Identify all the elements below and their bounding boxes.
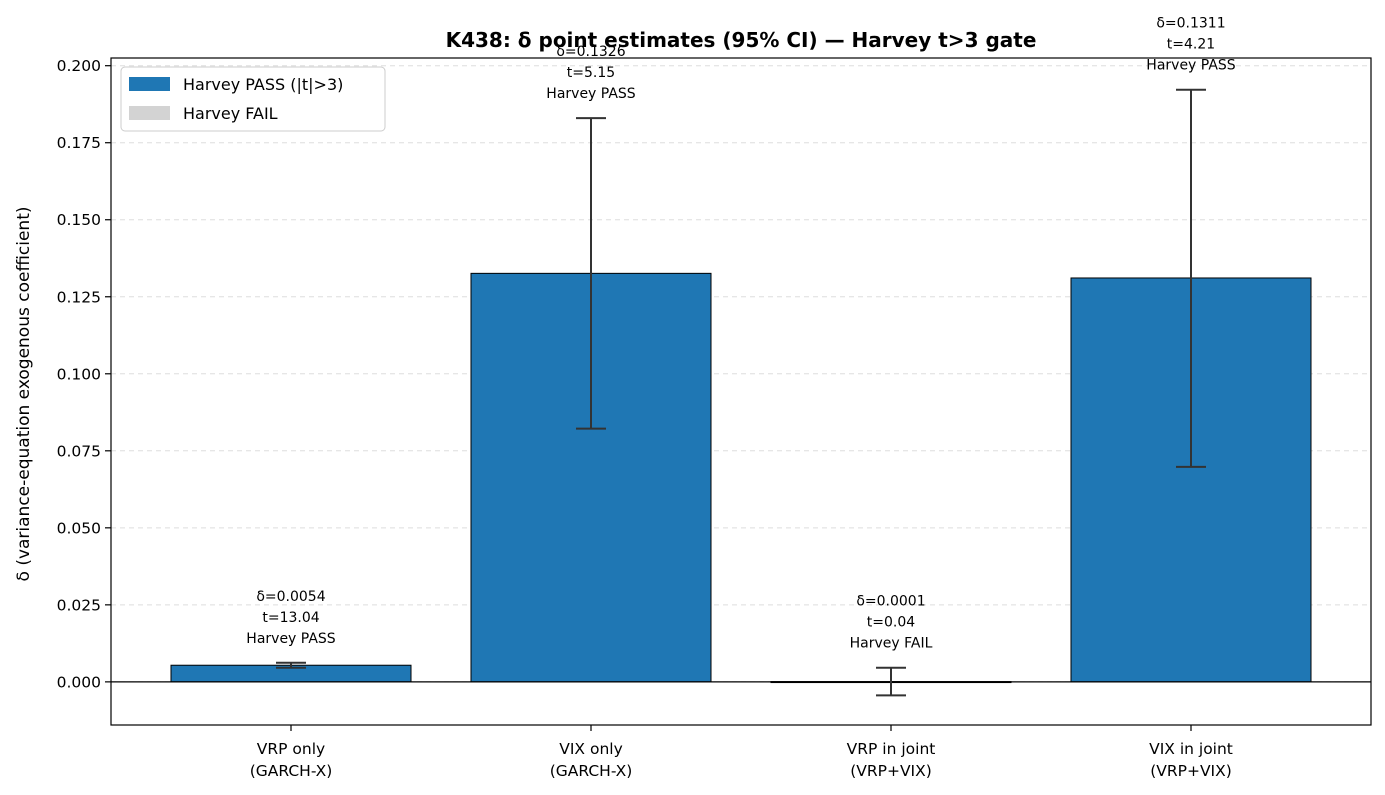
chart-title: K438: δ point estimates (95% CI) — Harve… [446, 28, 1037, 52]
bar-annotations: δ=0.0054 t=13.04 Harvey PASS δ=0.1326 t=5.15… [246, 16, 1236, 652]
y-tick-label: 0.050 [57, 519, 101, 537]
legend: Harvey PASS (|t|>3) Harvey FAIL [120, 66, 386, 132]
x-tick-label: (GARCH-X) [250, 762, 333, 780]
bar-annotation: t=0.04 [867, 615, 915, 631]
y-axis-label: δ (variance-equation exogenous coefficie… [14, 207, 34, 582]
bar-annotation: Harvey FAIL [850, 636, 933, 652]
error-bars [276, 88, 1206, 697]
x-tick-label: VIX only [559, 740, 623, 758]
legend-label-pass: Harvey PASS (|t|>3) [183, 75, 343, 94]
x-tick-label: (VRP+VIX) [1150, 762, 1232, 780]
bar-annotation: t=13.04 [262, 610, 319, 626]
bar-annotation: δ=0.1326 [556, 44, 625, 60]
bar-annotation: t=4.21 [1167, 37, 1215, 53]
x-tick-label: (VRP+VIX) [850, 762, 932, 780]
y-tick-label: 0.075 [57, 442, 101, 460]
y-tick-label: 0.000 [57, 673, 101, 691]
x-tick-label: (GARCH-X) [550, 762, 633, 780]
bar-annotation: Harvey PASS [246, 631, 336, 647]
y-tick-label: 0.200 [57, 57, 101, 75]
y-tick-label: 0.175 [57, 134, 101, 152]
x-axis: VRP only (GARCH-X) VIX only (GARCH-X) VRP in… [250, 725, 1233, 780]
y-tick-label: 0.125 [57, 288, 101, 306]
bars [170, 272, 1312, 684]
x-tick-label: VRP in joint [847, 740, 936, 758]
x-tick-label: VIX in joint [1149, 740, 1233, 758]
bar-annotation: t=5.15 [567, 65, 615, 81]
bar-annotation: Harvey PASS [546, 86, 636, 102]
y-axis: 0.000 0.025 0.050 0.075 0.100 0.125 0.150 0.175… [57, 57, 111, 691]
x-tick-label: VRP only [257, 740, 325, 758]
grid-lines [111, 65, 1371, 683]
plot-frame [110, 57, 1372, 726]
y-tick-label: 0.100 [57, 365, 101, 383]
bar-annotation: δ=0.1311 [1156, 16, 1225, 32]
bar-annotation: δ=0.0054 [256, 589, 325, 605]
legend-label-fail: Harvey FAIL [183, 104, 278, 123]
legend-box [120, 66, 386, 132]
legend-swatch-fail [129, 106, 170, 120]
bar-annotation: Harvey PASS [1146, 58, 1236, 74]
bar-annotation: δ=0.0001 [856, 594, 925, 610]
legend-swatch-pass [129, 77, 170, 91]
y-tick-label: 0.025 [57, 596, 101, 614]
y-tick-label: 0.150 [57, 211, 101, 229]
